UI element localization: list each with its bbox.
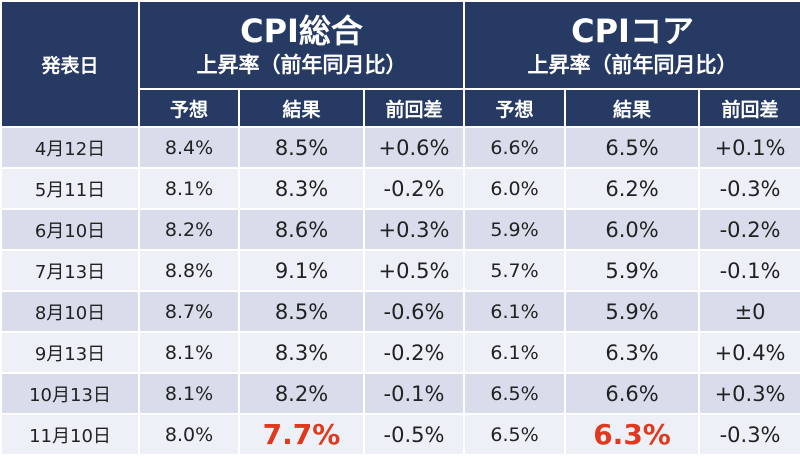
cpi-diff-cell: -0.5% [362,413,466,456]
core-diff-cell: +0.3% [698,372,800,415]
date-cell: 7月13日 [0,249,140,292]
core-result-cell: 6.5% [564,126,701,169]
date-column-header: 発表日 [0,0,140,128]
date-cell: 6月10日 [0,208,140,251]
core-diff-cell: -0.3% [698,413,800,456]
core-result-cell: 6.6% [564,372,701,415]
cpi-result-cell: 8.5% [238,290,365,333]
column-header-core-forecast: 予想 [463,88,567,128]
core-result-cell: 6.3% [564,331,701,374]
column-header-cpi-forecast: 予想 [138,88,240,128]
core-result-cell: 6.2% [564,167,701,210]
cpi-forecast-cell: 8.7% [138,290,240,333]
table-row: 11月10日 8.0% 7.7% -0.5% 6.5% 6.3% -0.3% [0,413,800,456]
cpi-diff-cell: +0.3% [362,208,466,251]
date-cell: 5月11日 [0,167,140,210]
date-cell: 8月10日 [0,290,140,333]
cpi-headline-title: CPI総合 [240,11,363,50]
table-row: 7月13日 8.8% 9.1% +0.5% 5.7% 5.9% -0.1% [0,249,800,292]
cpi-result-cell: 8.6% [238,208,365,251]
core-forecast-cell: 6.1% [463,331,567,374]
table-row: 4月12日 8.4% 8.5% +0.6% 6.6% 6.5% +0.1% [0,126,800,169]
date-cell: 9月13日 [0,331,140,374]
cpi-result-cell: 8.2% [238,372,365,415]
core-diff-cell: ±0 [698,290,800,333]
date-cell: 10月13日 [0,372,140,415]
cpi-forecast-cell: 8.1% [138,167,240,210]
header-row-groups: 発表日 CPI総合 上昇率（前年同月比） CPIコア 上昇率（前年同月比） [0,0,800,128]
cpi-forecast-cell: 8.1% [138,372,240,415]
date-cell: 4月12日 [0,126,140,169]
cpi-diff-cell: -0.2% [362,167,466,210]
cpi-result-cell: 8.5% [238,126,365,169]
cpi-diff-cell: -0.6% [362,290,466,333]
core-diff-cell: -0.3% [698,167,800,210]
core-diff-cell: -0.1% [698,249,800,292]
column-header-cpi-diff: 前回差 [362,88,466,128]
cpi-result-cell: 8.3% [238,167,365,210]
core-forecast-cell: 6.6% [463,126,567,169]
table-row: 8月10日 8.7% 8.5% -0.6% 6.1% 5.9% ±0 [0,290,800,333]
core-diff-cell: +0.4% [698,331,800,374]
core-diff-cell: -0.2% [698,208,800,251]
cpi-core-group-header: CPIコア 上昇率（前年同月比） [463,0,800,90]
date-cell: 11月10日 [0,413,140,456]
cpi-forecast-cell: 8.8% [138,249,240,292]
cpi-core-title: CPIコア [571,11,694,50]
cpi-result-cell-highlighted: 7.7% [238,413,365,456]
column-header-cpi-result: 結果 [238,88,365,128]
cpi-result-cell: 8.3% [238,331,365,374]
cpi-diff-cell: +0.5% [362,249,466,292]
cpi-diff-cell: +0.6% [362,126,466,169]
core-forecast-cell: 6.1% [463,290,567,333]
cpi-forecast-cell: 8.0% [138,413,240,456]
core-diff-cell: +0.1% [698,126,800,169]
core-forecast-cell: 6.0% [463,167,567,210]
cpi-core-subtitle: 上昇率（前年同月比） [527,53,738,78]
column-header-core-result: 結果 [564,88,701,128]
column-header-core-diff: 前回差 [698,88,800,128]
cpi-headline-subtitle: 上昇率（前年同月比） [196,53,407,78]
table-row: 6月10日 8.2% 8.6% +0.3% 5.9% 6.0% -0.2% [0,208,800,251]
core-forecast-cell: 6.5% [463,372,567,415]
cpi-diff-cell: -0.1% [362,372,466,415]
core-result-cell: 5.9% [564,249,701,292]
core-forecast-cell: 5.9% [463,208,567,251]
cpi-forecast-cell: 8.1% [138,331,240,374]
cpi-headline-group-header: CPI総合 上昇率（前年同月比） [137,0,466,90]
core-forecast-cell: 6.5% [463,413,567,456]
core-forecast-cell: 5.7% [463,249,567,292]
core-result-cell: 5.9% [564,290,701,333]
core-result-cell-highlighted: 6.3% [564,413,701,456]
core-result-cell: 6.0% [564,208,701,251]
cpi-diff-cell: -0.2% [362,331,466,374]
cpi-result-cell: 9.1% [238,249,365,292]
table-row: 9月13日 8.1% 8.3% -0.2% 6.1% 6.3% +0.4% [0,331,800,374]
table-row: 5月11日 8.1% 8.3% -0.2% 6.0% 6.2% -0.3% [0,167,800,210]
cpi-forecast-cell: 8.2% [138,208,240,251]
header-row-columns: 予想 結果 前回差 予想 結果 前回差 [1,88,800,128]
table-row: 10月13日 8.1% 8.2% -0.1% 6.5% 6.6% +0.3% [0,372,800,415]
cpi-forecast-cell: 8.4% [138,126,240,169]
